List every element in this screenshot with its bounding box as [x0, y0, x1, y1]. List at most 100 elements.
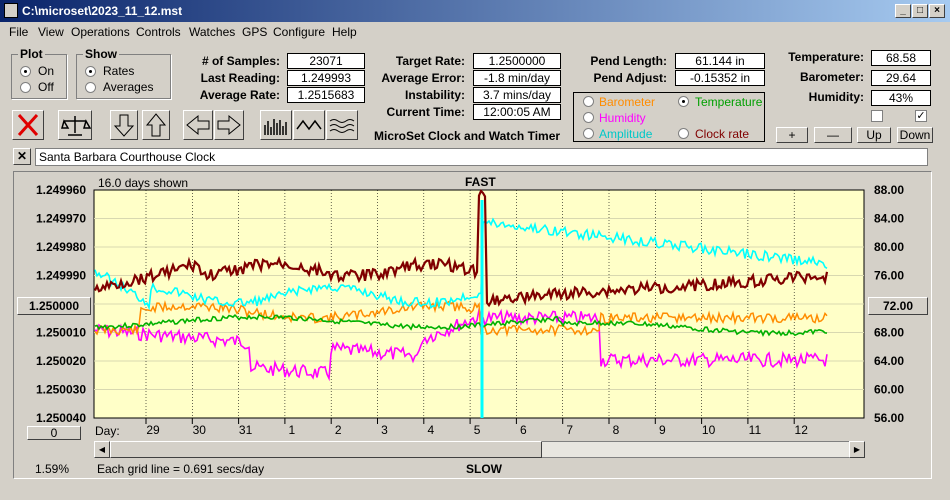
minimize-button[interactable]: _	[895, 4, 911, 18]
scroll-thumb[interactable]	[110, 441, 542, 458]
clear-clock-name-button[interactable]: ✕	[13, 148, 31, 165]
day-tick-label: 12	[795, 423, 809, 437]
amplitude-radio[interactable]	[583, 128, 594, 139]
clock-name-input[interactable]: Santa Barbara Courthouse Clock	[35, 148, 928, 166]
pend-adjust-value: -0.15352 in	[675, 70, 765, 86]
red-x-icon	[17, 113, 39, 137]
menu-watches[interactable]: Watches	[189, 25, 236, 39]
minus-button[interactable]: —	[814, 127, 852, 143]
temperature-value: 68.58	[871, 50, 931, 66]
day-tick-label: 5	[474, 423, 481, 437]
scroll-left-button[interactable]: ◀	[94, 441, 110, 458]
average-rate-value: 1.2515683	[287, 87, 365, 103]
stop-button[interactable]	[12, 110, 44, 140]
arrow-down-icon	[113, 114, 135, 137]
arrow-up-icon	[145, 113, 167, 137]
pend-adjust-label: Pend Adjust:	[593, 71, 667, 85]
arrow-left-button[interactable]	[183, 110, 213, 140]
right-tick-label: 64.00	[874, 354, 904, 368]
center-temperature-button[interactable]: 72.00	[868, 297, 928, 315]
arrow-right-icon	[217, 114, 241, 136]
app-name: MicroSet Clock and Watch Timer	[374, 129, 561, 143]
day-tick-label: 2	[335, 423, 342, 437]
left-tick-label: 1.249990	[36, 269, 86, 283]
current-time-label: Current Time:	[386, 105, 465, 119]
arrow-up-button[interactable]	[142, 110, 170, 140]
histogram-button[interactable]	[260, 110, 292, 140]
left-tick-label: 1.249960	[36, 183, 86, 197]
right-tick-label: 76.00	[874, 269, 904, 283]
scroll-right-button[interactable]: ▶	[849, 441, 865, 458]
menu-help[interactable]: Help	[332, 25, 357, 39]
wave-button[interactable]	[293, 110, 325, 140]
waves-button[interactable]	[326, 110, 358, 140]
right-tick-label: 80.00	[874, 240, 904, 254]
show-averages-label: Averages	[103, 80, 154, 94]
menu-configure[interactable]: Configure	[273, 25, 326, 39]
plot-group: Plot	[11, 47, 67, 99]
menu-file[interactable]: File	[9, 25, 29, 39]
plot-on-radio[interactable]	[20, 66, 31, 77]
left-tick-label: 1.249980	[36, 240, 86, 254]
barometer-value: 29.64	[871, 70, 931, 86]
show-rates-radio[interactable]	[85, 66, 96, 77]
zero-button[interactable]: 0	[27, 426, 81, 440]
humidity-radio[interactable]	[583, 112, 594, 123]
average-rate-label: Average Rate:	[199, 88, 280, 102]
menu-gps[interactable]: GPS	[242, 25, 268, 39]
amplitude-option-label: Amplitude	[599, 127, 653, 141]
arrow-right-button[interactable]	[214, 110, 244, 140]
close-button[interactable]: ×	[929, 4, 945, 18]
temperature-radio[interactable]	[678, 96, 689, 107]
day-tick-label: 3	[381, 423, 388, 437]
left-tick-label: 1.250040	[36, 411, 86, 425]
plot-group-title: Plot	[18, 47, 45, 61]
last-reading-label: Last Reading:	[200, 71, 280, 85]
day-tick-label: 6	[520, 423, 527, 437]
center-rate-button[interactable]: 1.250000	[17, 297, 91, 315]
instability-label: Instability:	[404, 88, 465, 102]
maximize-button[interactable]: □	[912, 4, 928, 18]
up-button[interactable]: Up	[857, 127, 891, 143]
left-tick-label: 1.249970	[36, 212, 86, 226]
menu-operations[interactable]: Operations	[71, 25, 130, 39]
day-tick-label: 29	[146, 423, 160, 437]
day-tick-label: 10	[702, 423, 716, 437]
clock-rate-trace	[93, 189, 829, 308]
right-tick-label: 68.00	[874, 326, 904, 340]
days-shown-label: 16.0 days shown	[98, 176, 189, 190]
down-button[interactable]: Down	[897, 127, 933, 143]
plus-button[interactable]: +	[776, 127, 808, 143]
pend-length-label: Pend Length:	[590, 54, 667, 68]
humidity-trace	[94, 306, 828, 382]
option-checkbox-2[interactable]: ✓	[915, 110, 927, 122]
arrow-down-button[interactable]	[110, 110, 138, 140]
option-checkbox-1[interactable]	[871, 110, 883, 122]
humidity-value: 43%	[871, 90, 931, 106]
clock-rate-option-label: Clock rate	[695, 127, 750, 141]
left-tick-label: 1.250020	[36, 354, 86, 368]
scale-icon	[61, 116, 92, 136]
title-bar: C:\microset\2023_11_12.mst _ □ ×	[0, 0, 950, 22]
clock-rate-radio[interactable]	[678, 128, 689, 139]
balance-button[interactable]	[58, 110, 92, 140]
slow-label: SLOW	[466, 462, 502, 476]
barometer-option-label: Barometer	[599, 95, 656, 109]
target-rate-value: 1.2500000	[473, 53, 561, 69]
plot-off-radio[interactable]	[20, 82, 31, 93]
average-error-value: -1.8 min/day	[473, 70, 561, 86]
right-tick-label: 84.00	[874, 212, 904, 226]
show-averages-radio[interactable]	[85, 82, 96, 93]
histogram-icon	[264, 119, 287, 135]
plot-on-label: On	[38, 64, 55, 78]
barometer-trace	[94, 300, 828, 338]
humidity-label: Humidity:	[808, 90, 864, 104]
plot-options-box	[573, 92, 765, 142]
day-tick-label: 30	[193, 423, 207, 437]
menu-controls[interactable]: Controls	[136, 25, 181, 39]
barometer-radio[interactable]	[583, 96, 594, 107]
menu-view[interactable]: View	[38, 25, 64, 39]
fast-label: FAST	[465, 175, 496, 189]
temperature-label: Temperature:	[788, 50, 864, 64]
